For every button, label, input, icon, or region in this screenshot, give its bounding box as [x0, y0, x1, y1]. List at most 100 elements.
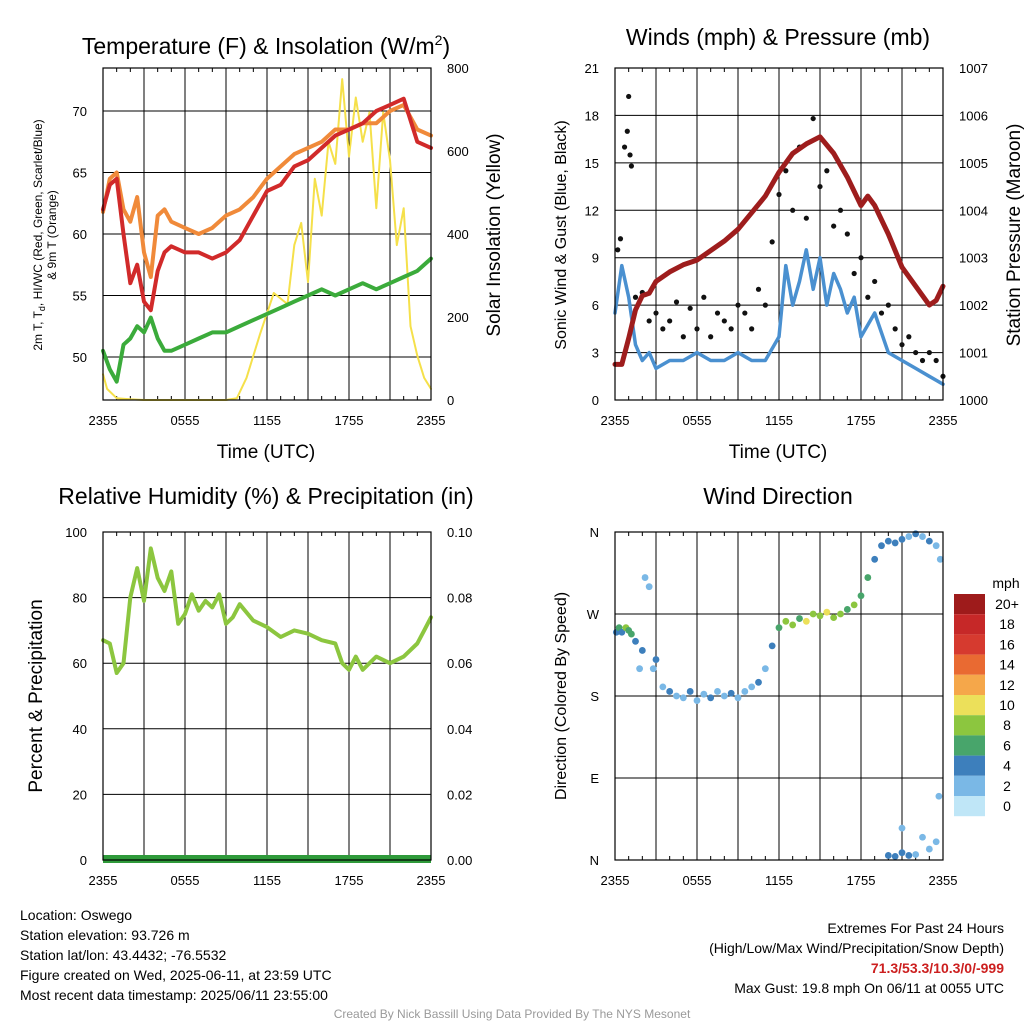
temperature-y2-tick-label: 0: [447, 393, 454, 408]
legend-label: 4: [1003, 758, 1011, 774]
direction-point: [638, 647, 646, 654]
gust-point: [701, 294, 707, 300]
direction-point: [864, 574, 872, 581]
legend-label: 20+: [995, 596, 1019, 612]
direction-point: [741, 688, 749, 695]
humidity-x-tick-label: 1755: [335, 873, 364, 888]
station-info: Location: Oswego Station elevation: 93.7…: [20, 905, 332, 1005]
direction-point: [935, 792, 943, 800]
humidity-x-tick-label: 1155: [253, 873, 281, 888]
gust-point: [933, 357, 939, 364]
gust-point: [694, 326, 700, 332]
direction-point: [775, 624, 783, 632]
temperature-y-tick-label: 70: [73, 104, 87, 119]
legend-label: 8: [1003, 717, 1011, 733]
direction-point: [905, 533, 913, 540]
gust-point: [810, 115, 816, 122]
direction-x-tick-label: 1155: [765, 873, 793, 888]
humidity-y2-tick-label: 0.02: [447, 787, 472, 802]
legend-label: 2: [1003, 778, 1011, 794]
gust-point: [824, 168, 830, 174]
direction-point: [720, 692, 728, 700]
winds-x-tick-label: 0555: [683, 413, 712, 428]
direction-point: [755, 678, 762, 686]
direction-point: [632, 637, 639, 645]
temperature-x-tick-label: 1755: [335, 413, 364, 428]
direction-point: [652, 656, 660, 663]
gust-point: [790, 207, 796, 213]
direction-point: [878, 542, 885, 550]
humidity-x-tick-label: 2355: [89, 873, 118, 888]
winds-x-axis-label: Time (UTC): [729, 442, 828, 463]
humidity-plot-frame: [102, 531, 432, 861]
legend-label: 6: [1003, 737, 1011, 753]
gust-point: [680, 334, 686, 340]
gust-point: [885, 302, 891, 308]
temperature-y2-tick-label: 800: [447, 61, 469, 76]
winds-x-tick-label: 1155: [765, 413, 793, 428]
temperature-x-axis-label: Time (UTC): [217, 442, 316, 463]
direction-point: [645, 583, 653, 591]
legend-swatch: [954, 634, 985, 655]
station-location: Location: Oswego: [20, 907, 133, 923]
direction-point: [823, 608, 831, 616]
gust-point: [621, 144, 628, 150]
temperature-y2-tick-label: 600: [447, 144, 469, 159]
temperature-y-tick-label: 50: [73, 350, 87, 365]
direction-point: [727, 689, 735, 697]
gust-point: [749, 326, 755, 332]
direction-point: [919, 533, 926, 540]
winds-y2-tick-label: 1002: [959, 298, 988, 313]
gust-point: [769, 239, 775, 245]
humidity-x-tick-label: 0555: [171, 873, 200, 888]
legend-swatch: [954, 755, 985, 776]
winds-y2-tick-label: 1003: [959, 251, 988, 266]
wind-direction-panel: Wind Direction Direction (Colored By Spe…: [553, 483, 1020, 888]
legend-label: 14: [999, 657, 1015, 673]
gust-point: [646, 318, 652, 324]
extremes-info: Extremes For Past 24 Hours (High/Low/Max…: [709, 918, 1004, 998]
gust-point: [728, 326, 734, 332]
winds-y2-tick-label: 1001: [959, 346, 988, 361]
temperature-series-2m-t: [101, 96, 433, 313]
winds-y-tick-label: 6: [592, 298, 599, 313]
direction-point: [884, 537, 892, 545]
gust-point: [899, 342, 905, 348]
winds-x-tick-label: 2355: [929, 413, 958, 428]
speed-color-legend: mph 20+ 18 16 14 12 10 8 6 4 2 0: [954, 575, 1020, 817]
temperature-left-axis-label-line2: & 9m T (Orange): [45, 190, 59, 280]
direction-point: [919, 833, 926, 841]
direction-point: [693, 697, 701, 704]
legend-swatch: [954, 654, 985, 675]
direction-y-tick-label: S: [590, 689, 599, 704]
temperature-x-tick-label: 1155: [253, 413, 281, 428]
humidity-y2-tick-label: 0.08: [447, 591, 472, 606]
direction-point: [628, 630, 635, 638]
wind-axis-label: Sonic Wind & Gust (Blue, Black): [553, 120, 570, 349]
humidity-x-tick-label: 2355: [417, 873, 446, 888]
direction-point: [857, 592, 865, 600]
gust-point: [626, 93, 632, 100]
direction-point: [891, 852, 899, 860]
gust-point: [803, 215, 809, 221]
humidity-y-tick-label: 20: [73, 787, 87, 802]
direction-point: [936, 555, 944, 563]
legend-label: 0: [1003, 798, 1011, 814]
winds-series-sonic-wind: [613, 248, 945, 386]
direction-point: [636, 665, 643, 673]
gust-point: [865, 294, 871, 300]
direction-point: [932, 542, 940, 550]
legend-label: 10: [999, 697, 1015, 713]
direction-x-tick-label: 2355: [601, 873, 630, 888]
direction-point: [686, 688, 694, 695]
legend-title: mph: [992, 575, 1019, 591]
legend-swatch: [954, 614, 985, 635]
direction-point: [925, 537, 933, 545]
recent-timestamp: Most recent data timestamp: 2025/06/11 2…: [20, 987, 328, 1003]
legend-label: 18: [999, 616, 1015, 632]
direction-point: [707, 694, 715, 702]
direction-point: [789, 621, 797, 629]
gust-point: [628, 163, 635, 169]
humidity-y2-tick-label: 0.06: [447, 656, 472, 671]
direction-point: [898, 849, 906, 857]
